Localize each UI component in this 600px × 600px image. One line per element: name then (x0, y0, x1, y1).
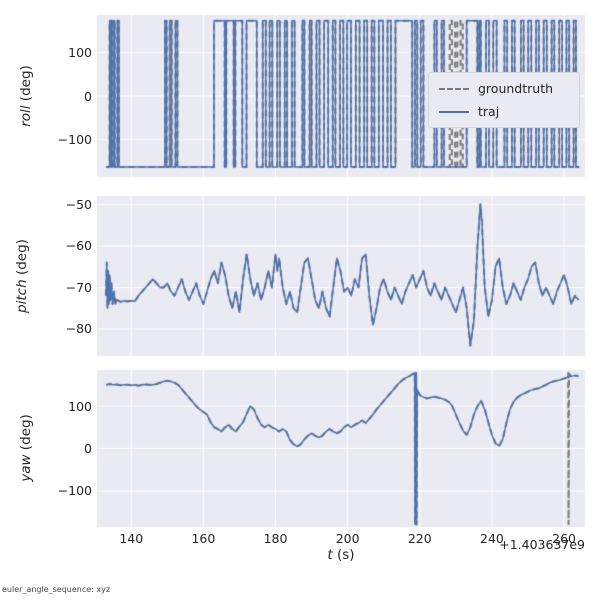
y-tick-label: 0 (84, 441, 92, 456)
legend-entry-groundtruth: groundtruth (439, 81, 569, 96)
euler-sequence-note: euler_angle_sequence: xyz (2, 585, 111, 594)
y-tick-label: 100 (68, 398, 92, 414)
y-tick-label: −50 (65, 196, 92, 212)
legend-groundtruth-line-sample (439, 87, 469, 90)
pitch-y-axis-label: pitch (deg) (14, 239, 30, 313)
x-axis-variable: t (327, 547, 333, 563)
x-tick-label: 140 (119, 531, 144, 546)
x-tick-label: 180 (263, 531, 288, 546)
x-tick-label: 200 (335, 531, 360, 546)
pitch-axis-unit: (deg) (14, 239, 30, 276)
x-tick-label: 240 (480, 531, 504, 546)
yaw-axis-variable: yaw (18, 454, 34, 482)
legend-traj-label: traj (478, 104, 500, 119)
yaw-axis-unit: (deg) (18, 414, 34, 451)
y-tick-label: −100 (57, 132, 92, 148)
legend-traj-line-sample (439, 110, 469, 113)
y-tick-label: 100 (68, 44, 92, 60)
x-axis-offset-text: +1.403637e9 (499, 537, 585, 552)
pitch-axis-variable: pitch (14, 279, 30, 313)
x-tick-label: 160 (191, 531, 216, 546)
roll-axis-unit: (deg) (18, 65, 34, 102)
y-tick-label: −80 (65, 321, 92, 337)
roll-axis-variable: roll (18, 105, 34, 127)
legend: groundtruth traj (428, 72, 580, 128)
roll-y-axis-label: roll (deg) (18, 65, 34, 127)
legend-groundtruth-label: groundtruth (478, 81, 554, 96)
y-tick-label: −70 (65, 279, 92, 295)
y-tick-label: 0 (84, 88, 92, 104)
y-tick-label: −100 (57, 483, 92, 499)
y-tick-label: −60 (65, 238, 92, 254)
x-axis-label: t (s) (327, 547, 354, 563)
x-tick-label: 220 (407, 531, 432, 546)
x-axis-unit: (s) (337, 547, 355, 563)
yaw-y-axis-label: yaw (deg) (18, 414, 34, 482)
x-tick-label: 260 (552, 531, 576, 546)
legend-entry-traj: traj (439, 104, 569, 119)
